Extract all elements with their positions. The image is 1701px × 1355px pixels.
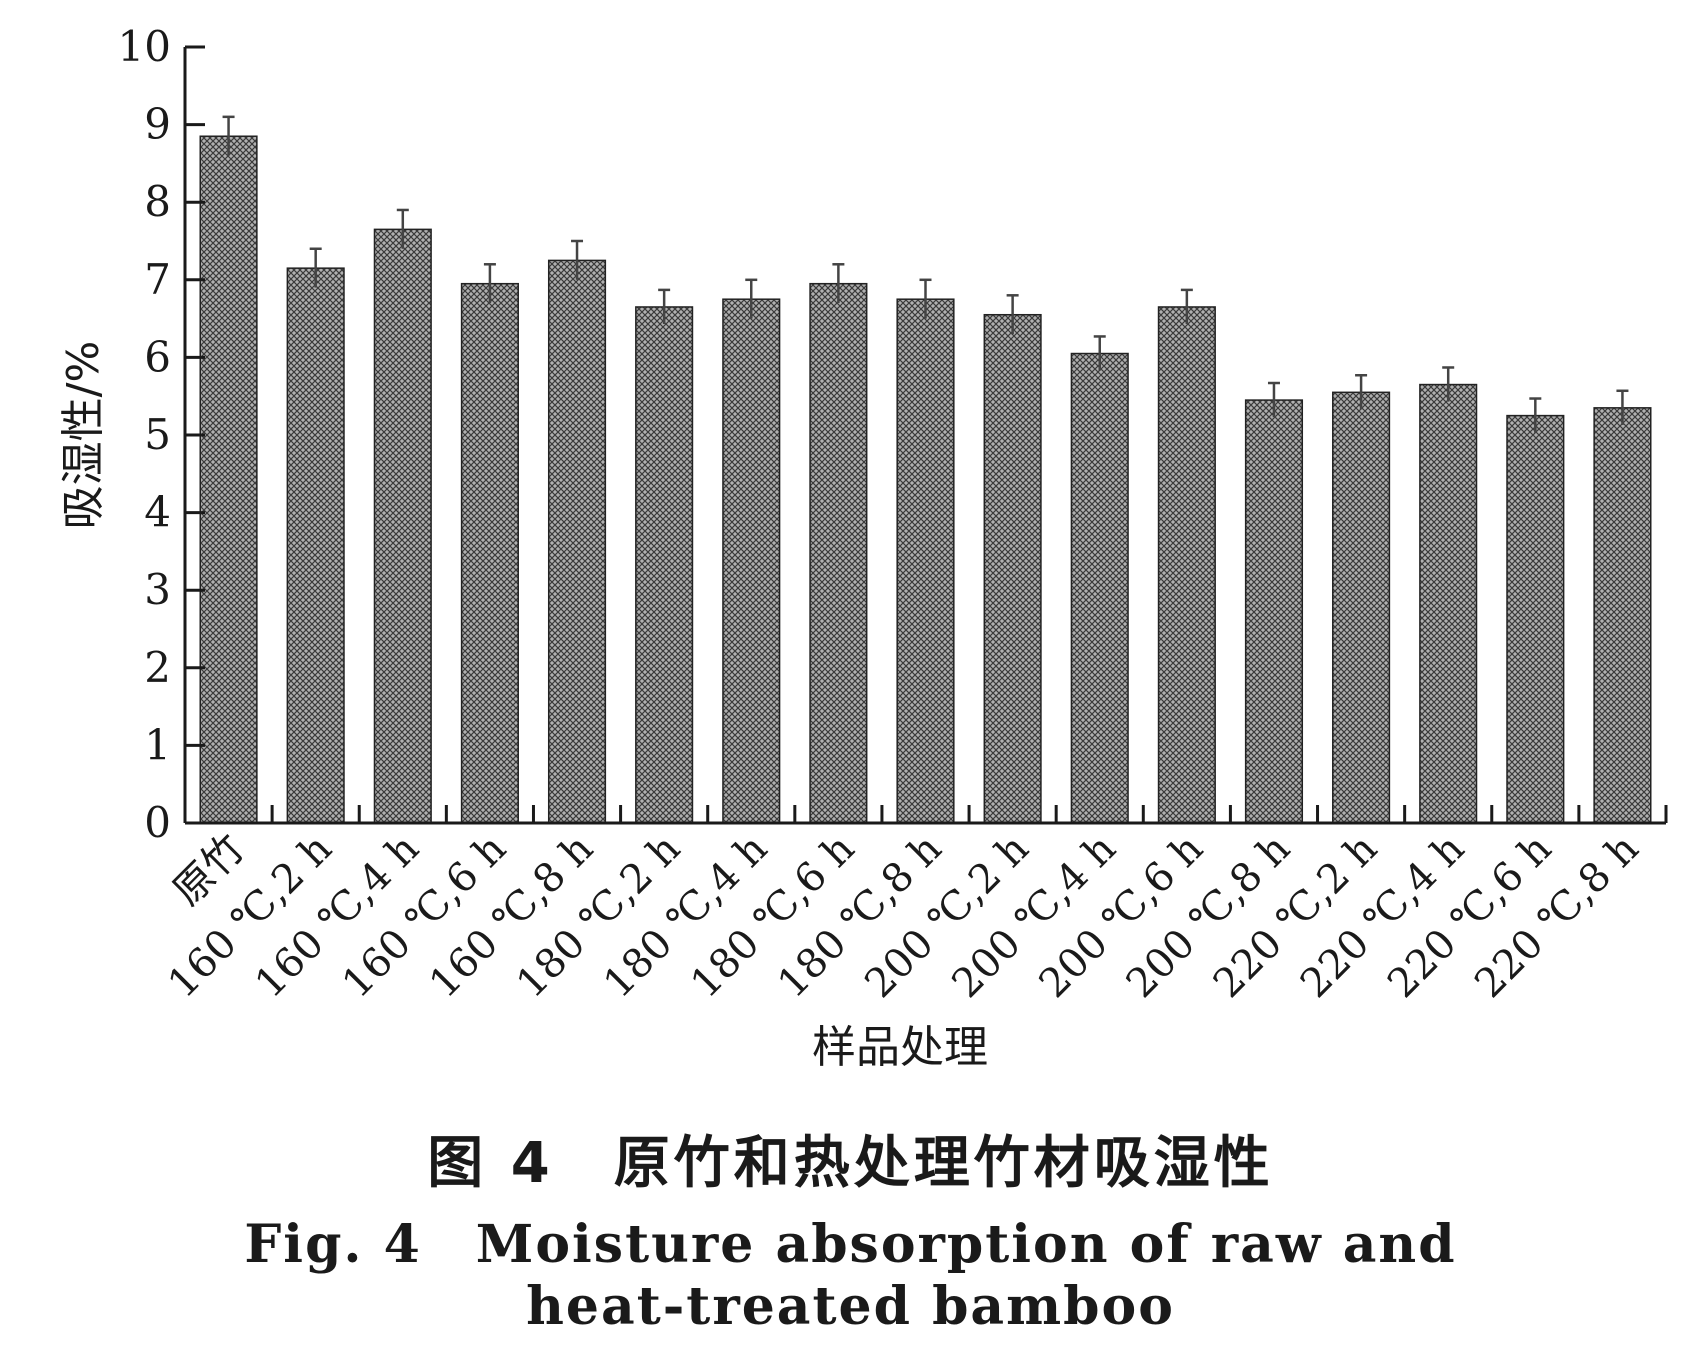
bar — [1070, 352, 1129, 824]
bar — [635, 306, 694, 824]
figure-caption-chinese: 图 4 原竹和热处理竹材吸湿性 — [427, 1131, 1274, 1196]
bar — [460, 282, 519, 824]
y-tick-label: 5 — [144, 410, 171, 459]
y-tick-label: 2 — [144, 643, 171, 692]
y-axis-title: 吸湿性/% — [58, 341, 109, 530]
bar — [722, 298, 781, 824]
y-tick-label: 4 — [144, 488, 171, 537]
bar — [373, 228, 432, 824]
bar — [199, 135, 258, 824]
y-tick-label: 0 — [144, 798, 171, 847]
bar — [1506, 414, 1565, 824]
y-tick-label: 8 — [144, 177, 171, 226]
bar — [809, 282, 868, 824]
bar — [1332, 391, 1391, 824]
y-tick-label: 9 — [144, 100, 171, 149]
bar — [1244, 399, 1304, 824]
bar — [1157, 306, 1216, 824]
x-axis-title: 样品处理 — [812, 1022, 988, 1073]
figure-caption-english-line1: Fig. 4 Moisture absorption of raw and — [244, 1214, 1457, 1275]
bar — [286, 267, 345, 824]
figure-caption-english-line2: heat-treated bamboo — [526, 1276, 1175, 1337]
bar — [983, 313, 1042, 824]
bar — [896, 298, 955, 824]
y-tick-label: 7 — [144, 255, 171, 304]
bar — [547, 259, 607, 824]
y-tick-label: 6 — [144, 332, 171, 381]
bar — [1419, 383, 1478, 824]
y-tick-label: 10 — [118, 22, 171, 71]
y-tick-label: 1 — [144, 720, 171, 769]
bar — [1593, 407, 1652, 824]
y-tick-label: 3 — [144, 565, 171, 614]
